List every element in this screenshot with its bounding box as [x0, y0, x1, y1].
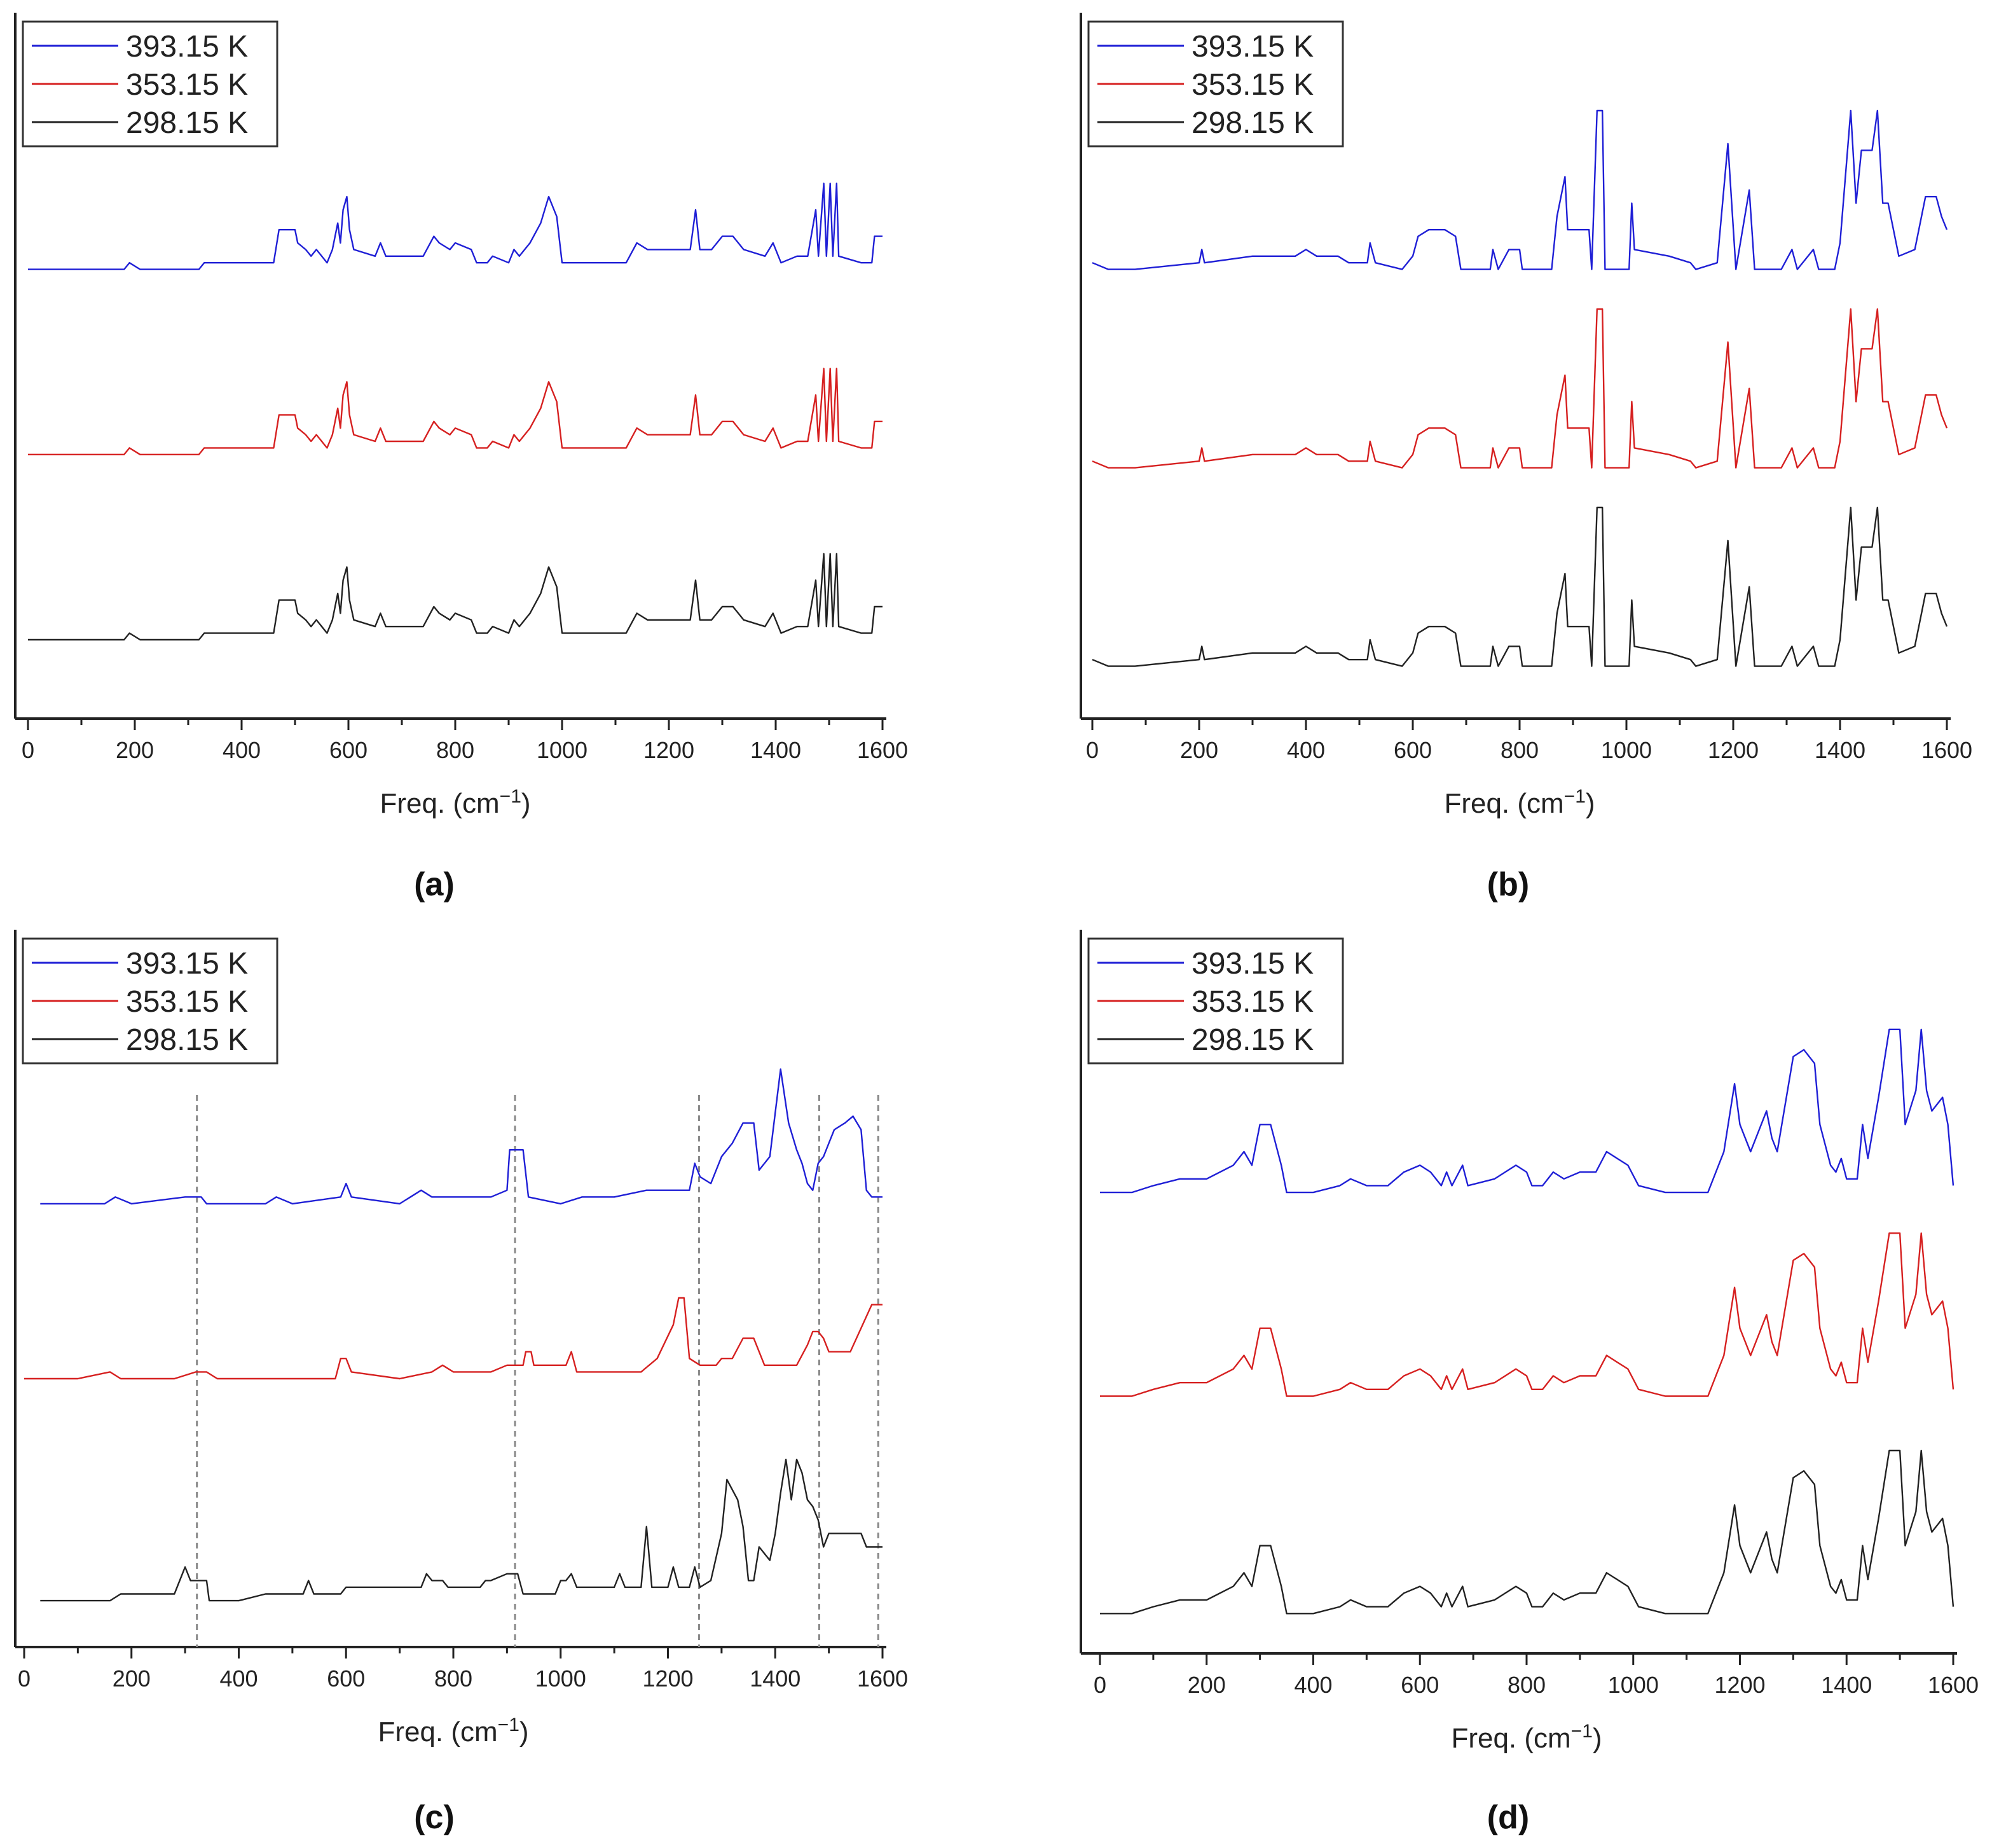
x-tick-label: 1200	[1708, 737, 1759, 763]
series-line-353-15-K	[28, 368, 883, 455]
x-tick-label: 400	[1287, 737, 1325, 763]
x-tick-label: 800	[1508, 1672, 1546, 1698]
x-tick-label: 400	[219, 1665, 258, 1692]
x-tick-label: 1600	[1928, 1672, 1979, 1698]
panel-b: 0 200 400 600 800 1000 1200 1400 1600 Freq. (cm−1…	[1080, 13, 1972, 820]
x-tick-label: 400	[223, 737, 261, 763]
x-tick-label: 1200	[642, 1665, 693, 1692]
x-tick-label: 600	[1401, 1672, 1439, 1698]
x-tick-label: 200	[1180, 737, 1218, 763]
legend-label: 298.15 K	[126, 106, 248, 140]
panel-label-d: (d)	[1487, 1799, 1529, 1836]
x-tick-label: 600	[327, 1665, 365, 1692]
legend-label: 353.15 K	[1192, 68, 1314, 102]
legend-label: 353.15 K	[126, 68, 248, 102]
x-tick-label: 600	[1394, 737, 1432, 763]
x-tick-label: 800	[1501, 737, 1539, 763]
legend-label: 393.15 K	[1192, 947, 1314, 981]
series-line-298-15-K	[1092, 506, 1948, 667]
legend-label: 393.15 K	[126, 947, 248, 981]
x-tick-label: 0	[1086, 737, 1099, 763]
x-tick-label: 1400	[750, 737, 801, 763]
x-tick-label: 800	[434, 1665, 472, 1692]
x-tick-label: 1400	[1815, 737, 1865, 763]
x-tick-label: 1000	[537, 737, 587, 763]
x-tick-label: 0	[18, 1665, 31, 1692]
legend-label: 298.15 K	[1192, 106, 1314, 140]
legend-label: 393.15 K	[1192, 30, 1314, 64]
x-tick-label: 1200	[643, 737, 694, 763]
legend-label: 353.15 K	[1192, 985, 1314, 1019]
legend-label: 298.15 K	[126, 1023, 248, 1057]
series-line-393-15-K	[28, 183, 883, 270]
panel-a: 0 200 400 600 800 1000 1200 1400 1600 Freq. (cm−1…	[14, 13, 908, 820]
x-tick-label: 0	[1094, 1672, 1106, 1698]
x-tick-label: 400	[1294, 1672, 1332, 1698]
x-axis-title: Freq. (cm−1)	[1451, 1721, 1602, 1755]
series-line-393-15-K	[1092, 109, 1948, 270]
series-line-298-15-K	[40, 1458, 883, 1602]
x-tick-label: 1200	[1714, 1672, 1765, 1698]
x-tick-label: 1000	[1601, 737, 1652, 763]
x-tick-label: 600	[329, 737, 368, 763]
series-line-298-15-K	[1100, 1449, 1954, 1615]
x-tick-label: 1400	[1821, 1672, 1872, 1698]
series-line-353-15-K	[24, 1297, 883, 1380]
series-line-298-15-K	[28, 553, 883, 641]
series-line-393-15-K	[40, 1068, 883, 1205]
x-tick-label: 1600	[1921, 737, 1972, 763]
series-line-393-15-K	[1100, 1028, 1954, 1194]
legend-label: 298.15 K	[1192, 1023, 1314, 1057]
x-tick-label: 1000	[535, 1665, 586, 1692]
x-tick-label: 1400	[750, 1665, 800, 1692]
series-line-353-15-K	[1100, 1232, 1954, 1397]
x-tick-label: 800	[436, 737, 474, 763]
x-tick-label: 200	[113, 1665, 151, 1692]
legend-label: 353.15 K	[126, 985, 248, 1019]
x-tick-label: 200	[116, 737, 154, 763]
x-axis-title: Freq. (cm−1)	[378, 1714, 528, 1748]
x-axis-title: Freq. (cm−1)	[1444, 786, 1595, 820]
panel-c: 0 200 400 600 800 1000 1200 1400 1600 Freq. (cm−1…	[14, 930, 908, 1748]
series-line-353-15-K	[1092, 308, 1948, 469]
panel-label-c: (c)	[414, 1799, 455, 1836]
x-tick-label: 0	[22, 737, 34, 763]
panel-label-a: (a)	[414, 866, 455, 903]
x-axis-title: Freq. (cm−1)	[380, 786, 530, 820]
x-tick-label: 1000	[1608, 1672, 1659, 1698]
x-tick-label: 200	[1188, 1672, 1226, 1698]
panel-label-b: (b)	[1487, 866, 1529, 903]
x-tick-label: 1600	[857, 737, 908, 763]
legend-label: 393.15 K	[126, 30, 248, 64]
panel-d: 0 200 400 600 800 1000 1200 1400 1600 Freq. (cm−1…	[1080, 930, 1979, 1755]
x-tick-label: 1600	[857, 1665, 908, 1692]
